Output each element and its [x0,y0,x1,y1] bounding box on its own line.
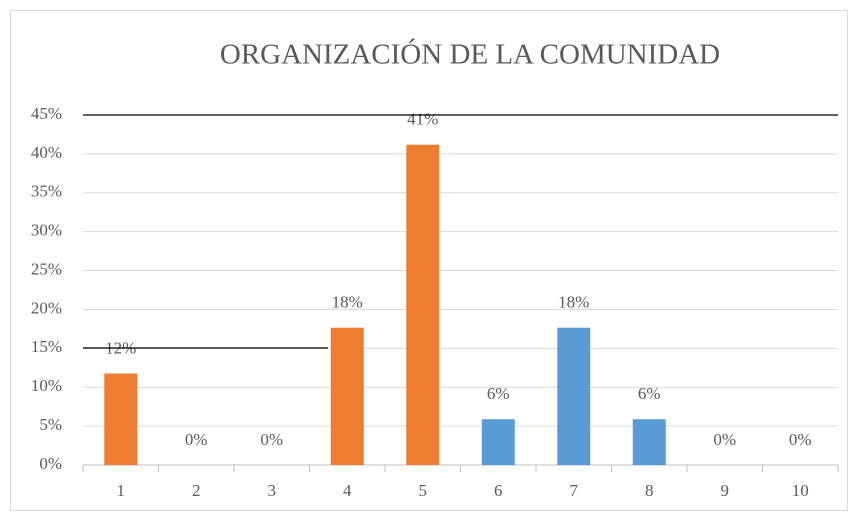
data-label: 0% [260,430,283,449]
data-label: 18% [558,293,589,312]
y-tick-label: 45% [31,104,62,123]
data-label: 41% [407,110,438,129]
y-tick-label: 15% [31,337,62,356]
bar [104,373,138,465]
data-label: 18% [332,293,363,312]
y-tick-label: 20% [31,298,62,317]
data-label: 6% [487,384,510,403]
y-tick-label: 0% [39,454,62,473]
bar [557,327,591,465]
x-tick-label: 7 [570,481,579,500]
y-tick-label: 25% [31,259,62,278]
data-label: 0% [713,430,736,449]
bar [330,327,364,465]
y-tick-label: 10% [31,376,62,395]
data-label: 6% [638,384,661,403]
data-label: 0% [789,430,812,449]
x-tick-label: 3 [268,481,277,500]
x-tick-label: 1 [117,481,126,500]
y-tick-label: 40% [31,143,62,162]
chart-title: ORGANIZACIÓN DE LA COMUNIDAD [220,38,720,71]
y-tick-label: 35% [31,182,62,201]
x-tick-label: 2 [192,481,201,500]
x-tick-label: 6 [494,481,503,500]
bar [481,419,515,465]
bar [632,419,666,465]
plot-area: 0%5%10%15%20%25%30%35%40%45%112%20%30%41… [31,104,839,500]
x-tick-label: 10 [792,481,809,500]
x-tick-label: 9 [721,481,730,500]
y-tick-label: 30% [31,221,62,240]
x-tick-label: 5 [419,481,428,500]
x-tick-label: 8 [645,481,654,500]
x-tick-label: 4 [343,481,352,500]
y-tick-label: 5% [39,415,62,434]
bar [406,144,440,465]
data-label: 0% [185,430,208,449]
